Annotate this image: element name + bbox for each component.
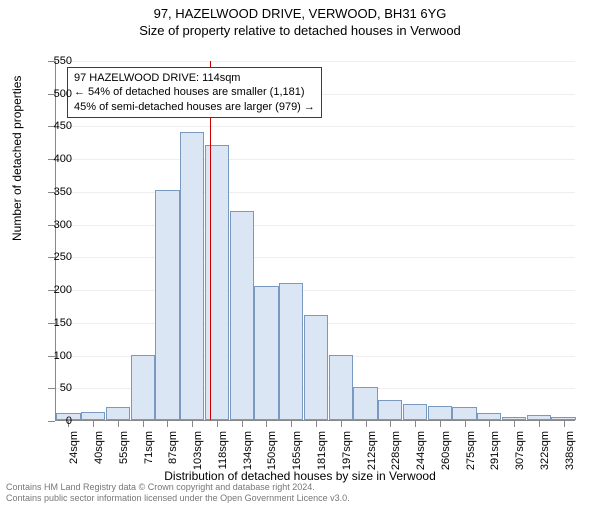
grid-line <box>56 61 575 62</box>
x-tick <box>242 421 243 427</box>
histogram-bar <box>155 190 179 420</box>
x-axis-title: Distribution of detached houses by size … <box>0 469 600 483</box>
annotation-line-2: ← 54% of detached houses are smaller (1,… <box>74 85 315 99</box>
y-tick-label: 100 <box>42 350 72 362</box>
y-axis-title: Number of detached properties <box>10 76 24 241</box>
x-tick <box>514 421 515 427</box>
x-tick <box>415 421 416 427</box>
annotation-line-1: 97 HAZELWOOD DRIVE: 114sqm <box>74 71 315 85</box>
y-tick-label: 550 <box>42 55 72 67</box>
histogram-bar <box>452 407 476 420</box>
chart-title-main: 97, HAZELWOOD DRIVE, VERWOOD, BH31 6YG <box>0 6 600 21</box>
x-tick <box>93 421 94 427</box>
histogram-bar <box>477 413 501 420</box>
x-tick <box>564 421 565 427</box>
x-tick <box>217 421 218 427</box>
x-tick <box>390 421 391 427</box>
x-tick <box>266 421 267 427</box>
footer-line-2: Contains public sector information licen… <box>6 493 350 504</box>
y-tick-label: 50 <box>42 382 72 394</box>
histogram-bar <box>329 355 353 420</box>
grid-line <box>56 126 575 127</box>
y-tick-label: 0 <box>42 415 72 427</box>
y-tick-label: 150 <box>42 317 72 329</box>
grid-line <box>56 159 575 160</box>
x-tick <box>118 421 119 427</box>
y-tick-label: 450 <box>42 120 72 132</box>
x-tick <box>167 421 168 427</box>
y-tick-label: 300 <box>42 219 72 231</box>
histogram-bar <box>230 211 254 420</box>
histogram-bar <box>81 412 105 420</box>
x-tick <box>539 421 540 427</box>
footer-line-1: Contains HM Land Registry data © Crown c… <box>6 482 350 493</box>
histogram-bar <box>551 417 575 420</box>
chart-plot-area: 24sqm40sqm55sqm71sqm87sqm103sqm118sqm134… <box>55 61 575 421</box>
x-tick <box>192 421 193 427</box>
histogram-bar <box>205 145 229 420</box>
histogram-bar <box>527 415 551 420</box>
y-tick-label: 200 <box>42 284 72 296</box>
x-tick <box>143 421 144 427</box>
histogram-bar <box>428 406 452 420</box>
histogram-bar <box>353 387 377 420</box>
histogram-bar <box>403 404 427 420</box>
y-tick-label: 400 <box>42 153 72 165</box>
histogram-bar <box>304 315 328 420</box>
x-tick <box>366 421 367 427</box>
grid-line <box>56 290 575 291</box>
histogram-bar <box>254 286 278 420</box>
grid-line <box>56 225 575 226</box>
annotation-line-3: 45% of semi-detached houses are larger (… <box>74 100 315 114</box>
histogram-bar <box>279 283 303 420</box>
y-tick-label: 250 <box>42 251 72 263</box>
y-tick-label: 350 <box>42 186 72 198</box>
annotation-box: 97 HAZELWOOD DRIVE: 114sqm ← 54% of deta… <box>67 67 322 118</box>
histogram-bar <box>131 355 155 420</box>
histogram-bar <box>180 132 204 420</box>
x-tick <box>341 421 342 427</box>
histogram-bar <box>378 400 402 420</box>
chart-title-sub: Size of property relative to detached ho… <box>0 23 600 38</box>
grid-line <box>56 192 575 193</box>
y-tick-label: 500 <box>42 88 72 100</box>
histogram-bar <box>106 407 130 420</box>
x-tick <box>440 421 441 427</box>
x-tick <box>291 421 292 427</box>
grid-line <box>56 257 575 258</box>
x-tick <box>465 421 466 427</box>
histogram-bar <box>502 417 526 420</box>
x-tick <box>316 421 317 427</box>
footer-attribution: Contains HM Land Registry data © Crown c… <box>6 482 350 504</box>
x-tick <box>489 421 490 427</box>
